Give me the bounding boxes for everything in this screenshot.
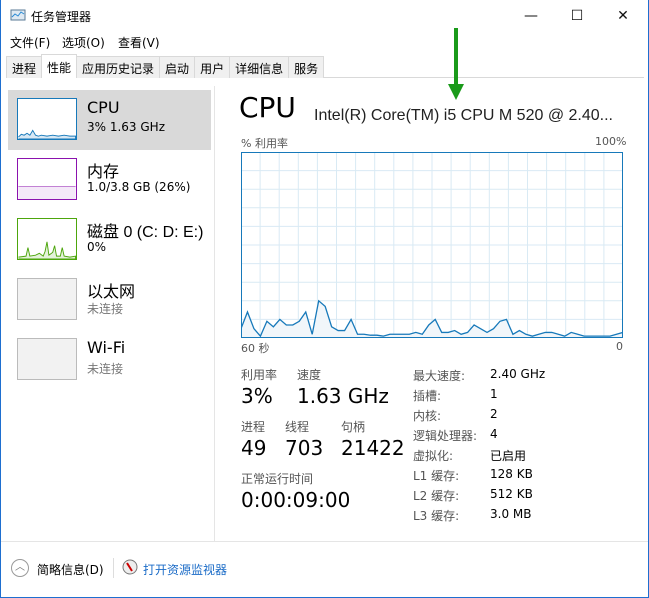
spec-value: 128 KB [490, 467, 533, 481]
tab-processes[interactable]: 进程 [6, 56, 43, 78]
spec-value: 3.0 MB [490, 507, 532, 521]
graph-xlabel-right: 0 [616, 340, 623, 353]
cpu-series-line [241, 299, 623, 338]
spec-value: 512 KB [490, 487, 533, 501]
spec-label: 逻辑处理器: [413, 429, 478, 443]
spec-label: 最大速度: [413, 369, 466, 383]
speed-label: 速度 [297, 368, 322, 382]
graph-xlabel-left: 60 秒 [241, 342, 270, 355]
spec-label: 插槽: [413, 389, 442, 403]
green-arrow-annotation [448, 28, 464, 100]
window-title: 任务管理器 [31, 10, 92, 24]
disk-thumbnail [17, 218, 77, 260]
close-button[interactable]: ✕ [617, 8, 629, 24]
sidebar-item-ethernet[interactable]: 以太网 未连接 [8, 270, 211, 330]
spec-value: 2.40 GHz [490, 367, 546, 381]
sidebar-sub: 未连接 [87, 302, 124, 316]
sidebar-sub: 未连接 [87, 362, 124, 376]
resource-monitor-icon [122, 559, 138, 575]
spec-label: L1 缓存: [413, 469, 460, 483]
tab-details[interactable]: 详细信息 [229, 56, 290, 78]
sidebar-item-disk[interactable]: 磁盘 0 (C: D: E:) 0% [8, 210, 211, 270]
sidebar-label: 以太网 [87, 282, 136, 301]
processes-value: 49 [241, 436, 267, 460]
tab-bar: 进程 性能 应用历史记录 启动 用户 详细信息 服务 [6, 54, 644, 78]
menu-view[interactable]: 查看(V) [118, 36, 160, 50]
speed-value: 1.63 GHz [297, 384, 389, 408]
menu-file[interactable]: 文件(F) [10, 36, 51, 50]
threads-value: 703 [285, 436, 324, 460]
threads-label: 线程 [285, 420, 310, 434]
menu-options[interactable]: 选项(O) [62, 36, 105, 50]
sidebar-item-cpu[interactable]: CPU 3% 1.63 GHz [8, 90, 211, 150]
open-resource-monitor-link[interactable]: 打开资源监视器 [143, 563, 228, 577]
tab-users[interactable]: 用户 [194, 56, 231, 78]
spec-value: 已启用 [490, 449, 527, 463]
cpu-thumbnail [17, 98, 77, 140]
utilization-label: 利用率 [241, 368, 278, 382]
sidebar-label: CPU [87, 98, 120, 117]
ethernet-thumbnail [17, 278, 77, 320]
sidebar-item-wifi[interactable]: Wi-Fi 未连接 [8, 330, 211, 390]
chart-border [241, 152, 623, 338]
resource-sidebar: CPU 3% 1.63 GHz 内存 1.0/3.8 GB (26%) 磁盘 0… [6, 86, 215, 541]
spec-label: 内核: [413, 409, 442, 423]
sidebar-label: Wi-Fi [87, 338, 126, 357]
tab-services[interactable]: 服务 [288, 56, 325, 78]
minimize-button[interactable]: — [524, 8, 538, 24]
sidebar-item-memory[interactable]: 内存 1.0/3.8 GB (26%) [8, 150, 211, 210]
sidebar-label: 内存 [87, 162, 120, 181]
spec-label: 虚拟化: [413, 449, 454, 463]
cpu-model: Intel(R) Core(TM) i5 CPU M 520 @ 2.40... [314, 107, 613, 124]
spec-value: 4 [490, 427, 498, 441]
maximize-button[interactable]: ☐ [570, 8, 584, 24]
uptime-label: 正常运行时间 [241, 472, 314, 486]
tab-performance[interactable]: 性能 [41, 54, 78, 78]
spec-value: 2 [490, 407, 498, 421]
tab-app-history[interactable]: 应用历史记录 [76, 56, 161, 78]
chevron-up-icon[interactable]: ︿ [11, 559, 29, 577]
handles-value: 21422 [341, 436, 405, 460]
sidebar-sub: 1.0/3.8 GB (26%) [87, 180, 191, 194]
handles-label: 句柄 [341, 420, 366, 434]
graph-max: 100% [595, 135, 627, 148]
uptime-value: 0:00:09:00 [241, 488, 351, 512]
fewer-details-button[interactable]: 简略信息(D) [37, 563, 104, 577]
wifi-thumbnail [17, 338, 77, 380]
graph-label: % 利用率 [241, 137, 288, 150]
sidebar-label: 磁盘 0 (C: D: E:) [87, 224, 204, 241]
app-icon [10, 9, 26, 21]
spec-label: L3 缓存: [413, 509, 460, 523]
spec-label: L2 缓存: [413, 489, 460, 503]
sidebar-sub: 3% 1.63 GHz [87, 120, 166, 134]
page-title: CPU [239, 91, 296, 124]
sidebar-sub: 0% [87, 240, 107, 254]
cpu-area [241, 300, 623, 338]
memory-thumbnail [17, 158, 77, 200]
spec-value: 1 [490, 387, 498, 401]
processes-label: 进程 [241, 420, 266, 434]
cpu-utilization-chart [241, 152, 623, 338]
tab-startup[interactable]: 启动 [159, 56, 196, 78]
utilization-value: 3% [241, 384, 273, 408]
